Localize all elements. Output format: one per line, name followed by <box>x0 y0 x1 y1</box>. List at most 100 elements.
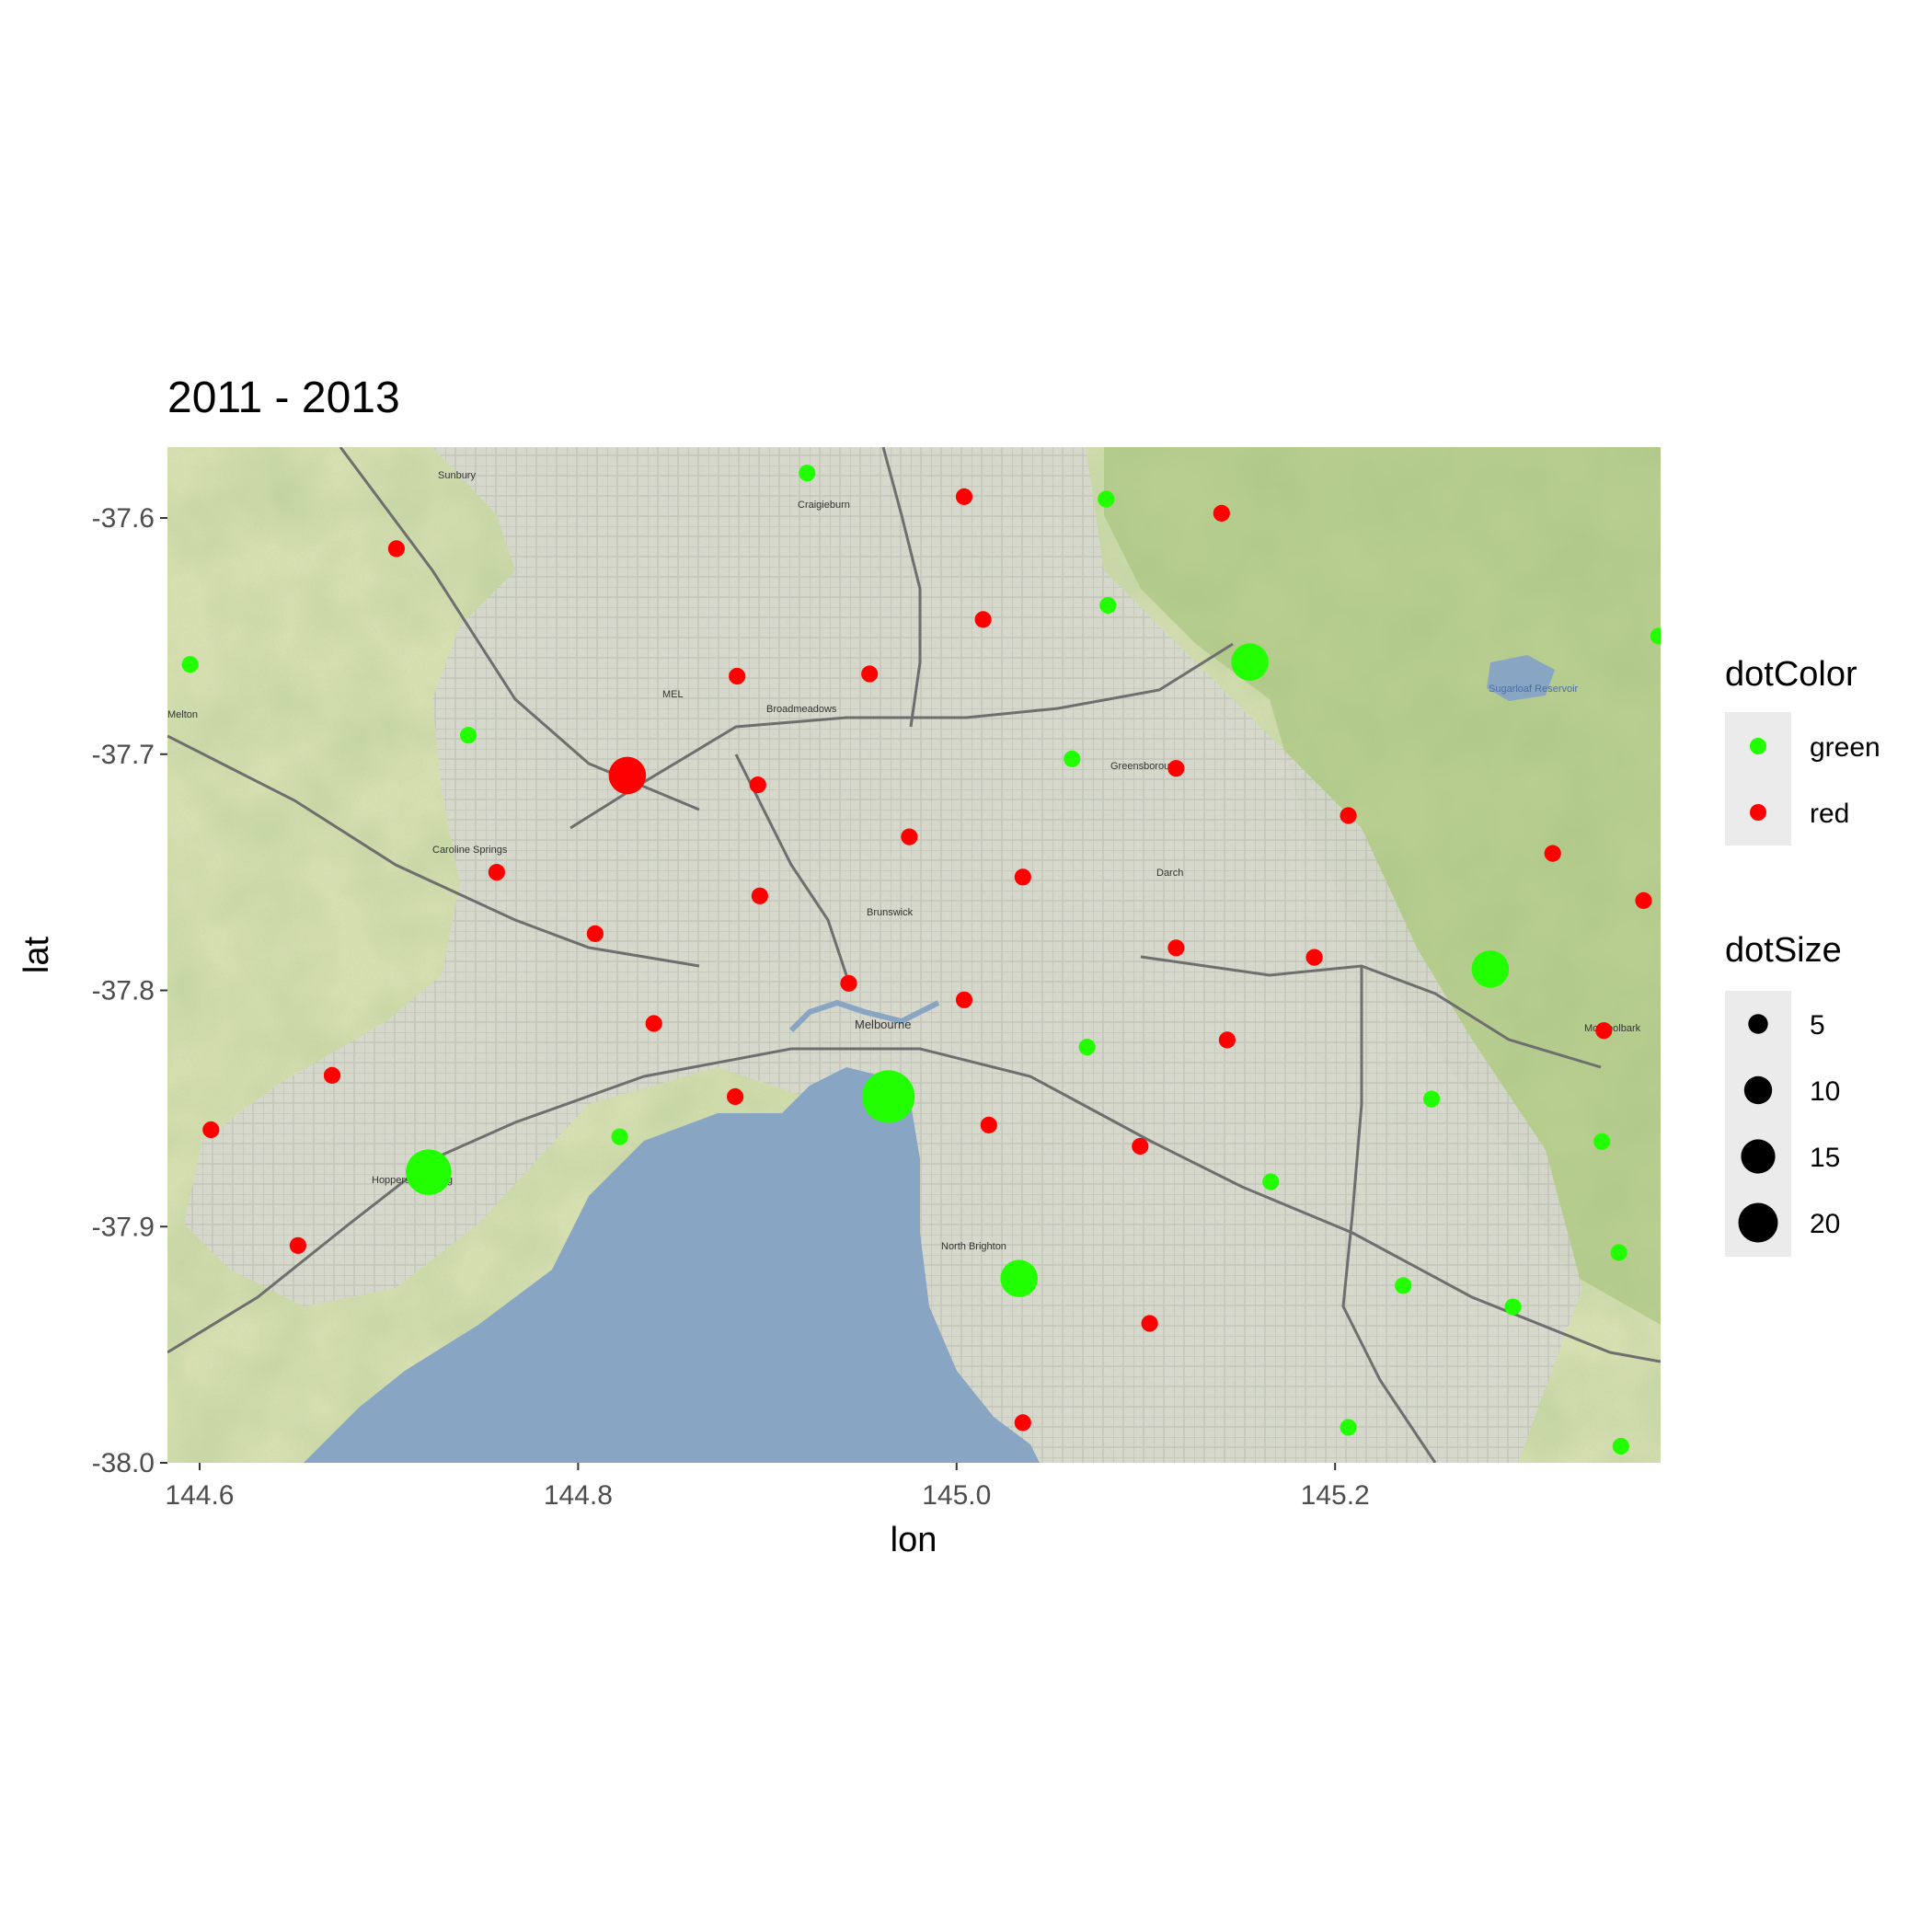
road-eastlink <box>1341 966 1437 1463</box>
data-point-green <box>1610 1244 1627 1261</box>
data-point-red <box>586 925 604 942</box>
data-point-green <box>1471 950 1510 988</box>
data-point-red <box>387 540 405 558</box>
legend-green-dot <box>1750 738 1766 754</box>
data-point-green <box>1098 490 1115 508</box>
map-label-melton: Melton <box>167 709 198 720</box>
legend-size-label-5: 5 <box>1810 1010 1825 1041</box>
data-point-red <box>840 974 857 992</box>
data-point-green <box>1064 750 1081 768</box>
x-tick-label: 145.2 <box>1301 1480 1370 1511</box>
legend-size-title: dotSize <box>1725 931 1842 970</box>
data-point-green <box>1612 1437 1629 1455</box>
data-point-red <box>645 1015 662 1032</box>
data-point-red <box>1340 807 1357 824</box>
x-tick-label: 145.0 <box>922 1480 991 1511</box>
data-point-red <box>727 1087 744 1106</box>
y-tick-label: -37.6 <box>92 503 155 534</box>
road-m1 <box>167 1047 1661 1363</box>
map-label-north-brighton: North Brighton <box>941 1241 1006 1252</box>
y-tick-label: -38.0 <box>92 1448 155 1478</box>
data-point-green <box>1395 1277 1412 1294</box>
map-label-sunbury: Sunbury <box>438 470 476 481</box>
y-tick-label: -37.7 <box>92 740 155 770</box>
data-point-green <box>1340 1419 1357 1436</box>
legend-size-dot-20 <box>1738 1202 1778 1243</box>
data-point-red <box>861 665 879 683</box>
map-label-melbourne: Melbourne <box>855 1018 911 1031</box>
data-point-green <box>1262 1173 1280 1190</box>
data-point-red <box>1218 1031 1236 1049</box>
map-label-mooroolbark: Mooroolbark <box>1584 1023 1641 1034</box>
data-point-red <box>1167 760 1185 777</box>
legend-size-dot-5 <box>1748 1014 1768 1034</box>
legend-color-title: dotColor <box>1725 655 1857 694</box>
y-tick-label: -37.9 <box>92 1212 155 1242</box>
map-label-greensborough: Greensborough <box>1110 761 1180 772</box>
data-point-green <box>862 1070 915 1123</box>
map-label-caroline-springs: Caroline Springs <box>432 845 508 856</box>
data-point-red <box>1595 1022 1613 1040</box>
legend-size-label-10: 10 <box>1810 1076 1840 1107</box>
data-point-green <box>1423 1090 1441 1108</box>
y-axis: -37.6 -37.7 -37.8 -37.9 -38.0 <box>92 503 167 1478</box>
map-label-broadmeadows: Broadmeadows <box>766 704 837 715</box>
data-point-red <box>1014 1414 1031 1432</box>
legend-red-label: red <box>1810 799 1849 829</box>
legend-size-label-15: 15 <box>1810 1143 1840 1173</box>
x-tick-label: 144.8 <box>544 1480 613 1511</box>
data-point-green <box>611 1128 628 1145</box>
data-point-red <box>202 1121 220 1139</box>
map-label-brunswick: Brunswick <box>867 907 914 918</box>
data-point-green <box>1231 643 1269 681</box>
map-label-craigieburn: Craigieburn <box>798 500 850 511</box>
map-label-sugarloaf: Sugarloaf Reservoir <box>1489 684 1579 695</box>
road-m8 <box>167 734 700 968</box>
x-axis-title: lon <box>891 1521 937 1559</box>
data-point-red <box>323 1066 341 1084</box>
legend-size-dot-15 <box>1741 1139 1776 1174</box>
data-point-green <box>1593 1133 1611 1150</box>
x-tick-label: 144.6 <box>165 1480 234 1511</box>
chart-title: 2011 - 2013 <box>167 374 400 422</box>
data-point-red <box>1132 1137 1149 1156</box>
data-point-green <box>799 465 816 482</box>
map-label-mel: MEL <box>662 689 684 700</box>
data-point-red <box>729 667 746 685</box>
data-point-red <box>1544 845 1561 862</box>
data-point-red <box>1213 504 1230 523</box>
data-point-red <box>1141 1315 1158 1332</box>
data-point-green <box>1078 1039 1096 1056</box>
y-tick-label: -37.8 <box>92 976 155 1006</box>
data-point-green <box>460 727 477 744</box>
data-point-red <box>1014 868 1031 886</box>
road-m31 <box>881 447 922 728</box>
legend-size-dot-10 <box>1743 1075 1773 1105</box>
data-point-red <box>608 756 647 795</box>
data-point-red <box>955 991 973 1008</box>
data-point-red <box>974 611 992 628</box>
legend-size-label-20: 20 <box>1810 1209 1840 1239</box>
data-point-red <box>1305 949 1323 966</box>
legend-green-label: green <box>1810 732 1880 763</box>
data-points <box>181 465 1661 1455</box>
data-point-red <box>955 488 973 506</box>
data-point-red <box>488 864 506 881</box>
data-point-red <box>980 1116 997 1133</box>
map-panel: Sunbury Craigieburn MEL Broadmeadows Car… <box>167 447 1661 1463</box>
legend: dotColor green red dotSize 5 10 15 20 <box>1725 655 1880 1257</box>
x-axis: 144.6 144.8 145.0 145.2 <box>165 1463 1370 1511</box>
data-point-red <box>289 1236 306 1254</box>
data-point-green <box>1650 627 1661 645</box>
map-label-darch: Darch <box>1156 868 1183 879</box>
data-point-green <box>1504 1298 1522 1316</box>
data-point-green <box>181 656 199 673</box>
road-m80 <box>569 642 1234 830</box>
data-point-green <box>1099 596 1117 615</box>
data-point-red <box>1167 939 1185 957</box>
port-phillip-bay <box>304 1067 1040 1463</box>
data-point-green <box>406 1149 452 1195</box>
data-point-red <box>751 887 769 904</box>
road-m3 <box>1140 955 1602 1069</box>
